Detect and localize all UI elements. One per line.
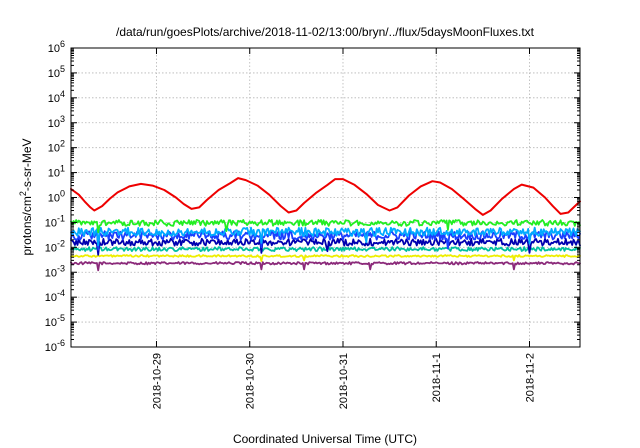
y-tick-label: 100 (48, 189, 65, 205)
y-tick-exponent: 5 (60, 64, 65, 74)
y-tick-base: 10 (48, 118, 60, 130)
series-line (70, 254, 581, 262)
y-tick-exponent: 0 (60, 189, 65, 199)
series-line (70, 246, 581, 252)
y-tick-base: 10 (45, 292, 57, 304)
y-tick-base: 10 (45, 317, 57, 329)
y-tick-base: 10 (48, 168, 60, 180)
y-tick-label: 10-5 (45, 313, 65, 329)
x-tick-label: 2018-11-2 (524, 353, 536, 402)
series-group (70, 177, 581, 272)
y-axis-label-part: -s-sr-MeV (20, 138, 34, 191)
x-tick-label: 2018-11-1 (431, 353, 443, 402)
series-line (70, 261, 581, 272)
y-tick-exponent: -2 (57, 238, 65, 248)
y-tick-base: 10 (48, 43, 60, 55)
y-tick-label: 104 (48, 89, 65, 105)
y-tick-label: 10-2 (45, 238, 65, 254)
y-tick-label: 10-3 (45, 263, 65, 279)
y-tick-exponent: 6 (60, 39, 65, 49)
series-line (70, 219, 581, 234)
chart-title: /data/run/goesPlots/archive/2018-11-02/1… (116, 25, 535, 39)
y-tick-exponent: -1 (57, 213, 65, 223)
y-tick-base: 10 (48, 93, 60, 105)
y-tick-exponent: 4 (60, 89, 65, 99)
y-tick-base: 10 (45, 242, 57, 254)
y-tick-exponent: -6 (57, 338, 65, 348)
x-tick-label: 2018-10-29 (151, 353, 163, 409)
y-tick-label: 10-1 (45, 213, 65, 229)
x-axis-label: Coordinated Universal Time (UTC) (233, 432, 417, 446)
y-axis-label-superscript: 2 (18, 191, 28, 196)
y-tick-base: 10 (45, 342, 57, 354)
y-tick-exponent: 1 (60, 164, 65, 174)
series-line (70, 237, 581, 256)
y-tick-label: 106 (48, 39, 65, 55)
y-tick-base: 10 (48, 68, 60, 80)
y-tick-base: 10 (45, 267, 57, 279)
y-tick-label: 102 (48, 139, 65, 155)
y-axis-label-group: protons/cm2-s-sr-MeV (18, 138, 34, 255)
y-tick-exponent: -3 (57, 263, 65, 273)
series-line (70, 226, 581, 247)
y-axis-label-part: protons/cm (20, 196, 34, 255)
y-tick-label: 10-4 (45, 288, 65, 304)
y-tick-label: 103 (48, 114, 65, 130)
y-tick-label: 101 (48, 164, 65, 180)
y-tick-exponent: 2 (60, 139, 65, 149)
y-axis-label: protons/cm2-s-sr-MeV (18, 138, 34, 255)
y-tick-base: 10 (45, 217, 57, 229)
y-tick-label: 10-6 (45, 338, 65, 354)
x-tick-label: 2018-10-31 (338, 353, 350, 409)
ticks: 10-610-510-410-310-210-11001011021031041… (45, 39, 580, 409)
y-tick-base: 10 (48, 143, 60, 155)
y-tick-base: 10 (48, 193, 60, 205)
y-tick-exponent: 3 (60, 114, 65, 124)
y-tick-exponent: -5 (57, 313, 65, 323)
y-tick-exponent: -4 (57, 288, 65, 298)
x-tick-label: 2018-10-30 (245, 353, 257, 409)
y-tick-label: 105 (48, 64, 65, 80)
series-line (70, 177, 581, 216)
